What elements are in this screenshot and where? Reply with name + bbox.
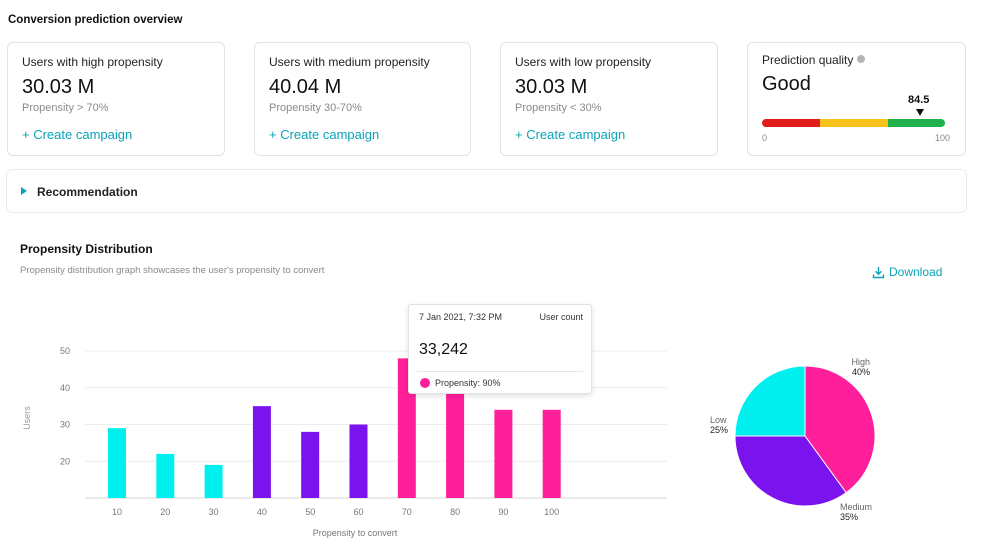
y-axis-label: Users: [22, 406, 32, 430]
score-marker-icon: [916, 109, 924, 116]
bar[interactable]: [252, 406, 271, 498]
bar[interactable]: [204, 464, 223, 498]
info-icon[interactable]: [857, 55, 866, 63]
x-tick-label: 50: [305, 507, 315, 517]
card-label: Users with high propensity: [22, 55, 163, 69]
medium-propensity-card: Users with medium propensity 40.04 M Pro…: [254, 42, 471, 156]
low-propensity-card: Users with low propensity 30.03 M Propen…: [500, 42, 718, 156]
x-tick-label: 90: [498, 507, 508, 517]
create-campaign-high-link[interactable]: + Create campaign: [22, 127, 133, 142]
section-title: Propensity Distribution: [20, 242, 153, 256]
prediction-quality-label: Prediction quality: [762, 53, 866, 67]
pie-label-name: Low: [710, 415, 727, 425]
bar[interactable]: [494, 409, 513, 498]
section-description: Propensity distribution graph showcases …: [20, 265, 325, 276]
y-tick-label: 50: [60, 346, 70, 356]
x-tick-label: 30: [209, 507, 219, 517]
gauge-segment-yellow: [820, 119, 888, 127]
prediction-quality-text: Prediction quality: [762, 53, 854, 67]
pie-slice-low[interactable]: [734, 365, 806, 437]
download-button[interactable]: Download: [872, 265, 942, 279]
x-tick-label: 60: [353, 507, 363, 517]
x-tick-label: 20: [160, 507, 170, 517]
tooltip-header: User count: [539, 312, 583, 322]
y-tick-label: 30: [60, 420, 70, 430]
gauge-segment-red: [762, 119, 820, 127]
x-axis-label: Propensity to convert: [313, 528, 398, 538]
pie-label-name: Medium: [840, 502, 872, 512]
quality-gauge: [762, 119, 945, 127]
bar[interactable]: [349, 424, 368, 498]
series-dot-icon: [420, 378, 430, 388]
x-tick-label: 70: [402, 507, 412, 517]
bar[interactable]: [156, 453, 175, 498]
prediction-quality-value: Good: [762, 73, 811, 95]
high-propensity-card: Users with high propensity 30.03 M Prope…: [7, 42, 225, 156]
card-value: 40.04 M: [269, 76, 342, 98]
chart-tooltip: 7 Jan 2021, 7:32 PM User count 33,242 Pr…: [408, 304, 592, 394]
bar[interactable]: [542, 409, 561, 498]
bar[interactable]: [301, 431, 320, 498]
tooltip-divider: [417, 371, 583, 372]
gauge-min-label: 0: [762, 133, 768, 143]
bar[interactable]: [446, 387, 465, 498]
card-label: Users with low propensity: [515, 55, 652, 69]
create-campaign-medium-link[interactable]: + Create campaign: [269, 127, 380, 142]
pie-label-value: 25%: [710, 425, 728, 435]
card-subtext: Propensity < 30%: [515, 102, 602, 114]
tooltip-date: 7 Jan 2021, 7:32 PM: [419, 312, 503, 322]
download-icon: [872, 266, 885, 278]
pie-label-value: 35%: [840, 512, 858, 522]
prediction-quality-card: Prediction quality Good 84.5 0 100: [747, 42, 966, 156]
card-subtext: Propensity 30-70%: [269, 102, 362, 114]
pie-slice-high[interactable]: [804, 365, 876, 494]
gauge-segment-green: [888, 119, 945, 127]
pie-label-name: High: [851, 357, 870, 367]
x-tick-label: 40: [257, 507, 267, 517]
expand-triangle-icon: [21, 187, 27, 195]
page-title: Conversion prediction overview: [8, 14, 183, 26]
y-tick-label: 40: [60, 383, 70, 393]
propensity-bar-chart: 20 30 40 50 10 20 30 40 50 60 70 80 90 100 Propensity …: [22, 346, 667, 538]
recommendation-toggle[interactable]: Recommendation: [6, 169, 967, 213]
x-tick-label: 10: [112, 507, 122, 517]
y-tick-label: 20: [60, 456, 70, 466]
recommendation-label: Recommendation: [37, 185, 138, 199]
gauge-max-label: 100: [935, 133, 951, 143]
x-tick-label: 80: [450, 507, 460, 517]
card-value: 30.03 M: [22, 76, 95, 98]
tooltip-propensity: Propensity: 90%: [435, 378, 501, 388]
bar[interactable]: [108, 428, 126, 498]
download-label: Download: [889, 265, 943, 279]
pie-label-value: 40%: [852, 367, 870, 377]
create-campaign-low-link[interactable]: + Create campaign: [515, 127, 626, 142]
card-label: Users with medium propensity: [269, 55, 430, 69]
card-subtext: Propensity > 70%: [22, 102, 109, 114]
quality-score: 84.5: [908, 94, 930, 106]
x-tick-label: 100: [544, 507, 559, 517]
tooltip-count: 33,242: [419, 341, 468, 358]
card-value: 30.03 M: [515, 76, 588, 98]
pie-slice-medium[interactable]: [734, 435, 847, 507]
